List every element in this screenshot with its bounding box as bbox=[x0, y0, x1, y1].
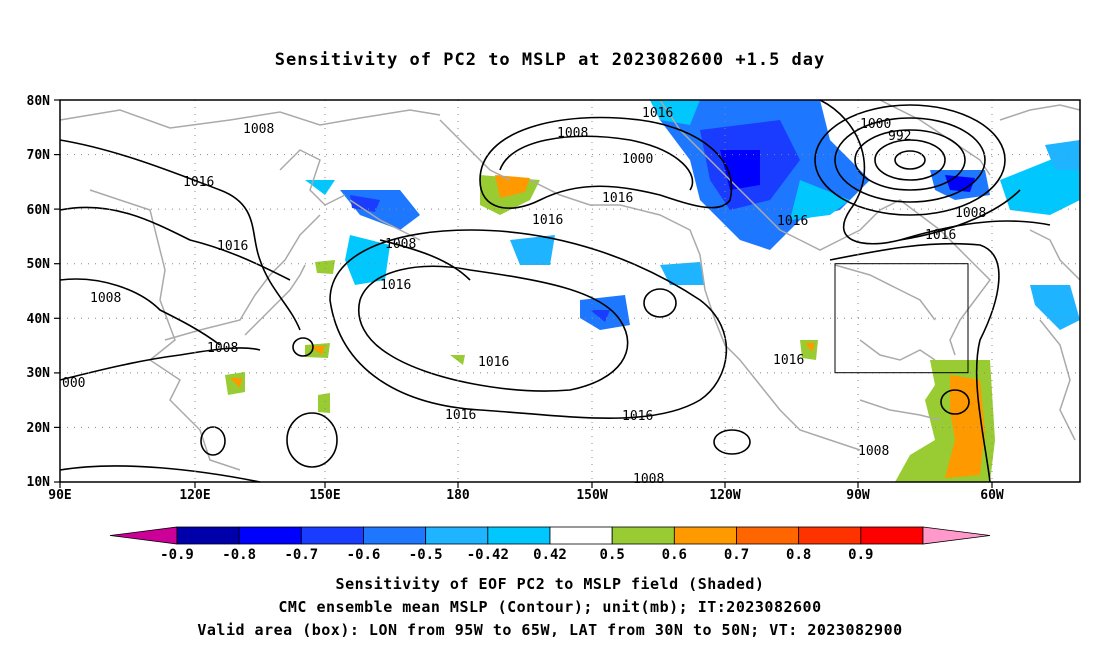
lon-tick-label: 90E bbox=[48, 488, 71, 503]
contour-label: 1008 bbox=[243, 122, 274, 137]
contour-label: 1008 bbox=[858, 444, 889, 459]
contour-labels: 1008 1016 1016 1008 1008 000 1016 1008 1… bbox=[62, 106, 986, 487]
lon-tick-label: 90W bbox=[846, 488, 870, 503]
colorbar bbox=[109, 526, 991, 545]
lon-tick-label: 120E bbox=[179, 488, 210, 503]
contour-label: 1008 bbox=[385, 237, 416, 252]
contour-label: 1016 bbox=[602, 191, 633, 206]
lat-tick-label: 40N bbox=[27, 312, 51, 327]
colorbar-labels: -0.9 -0.8 -0.7 -0.6 -0.5 -0.42 0.42 0.5 0.6 0.7 0.… bbox=[160, 547, 873, 563]
colorbar-tick-label: -0.9 bbox=[160, 547, 194, 563]
lat-tick-label: 50N bbox=[27, 257, 51, 272]
colorbar-tick-label: 0.7 bbox=[724, 547, 749, 563]
mslp-contours bbox=[59, 99, 1051, 483]
axis-ticks bbox=[54, 99, 993, 488]
map-border bbox=[59, 99, 1081, 483]
contour-label: 1016 bbox=[777, 214, 808, 229]
colorbar-tick-label: -0.7 bbox=[284, 547, 318, 563]
colorbar-bin bbox=[425, 526, 489, 545]
colorbar-arrow-low bbox=[109, 526, 178, 545]
lat-tick-label: 80N bbox=[27, 94, 51, 109]
contour-label: 1016 bbox=[445, 408, 476, 423]
contour-label: 1016 bbox=[478, 355, 509, 370]
colorbar-bin bbox=[363, 526, 427, 545]
map-title: Sensitivity of PC2 to MSLP at 2023082600… bbox=[274, 50, 826, 70]
contour-label: 1000 bbox=[622, 152, 653, 167]
contour-label: 1008 bbox=[955, 206, 986, 221]
footer-valid-area-caption: Valid area (box): LON from 95W to 65W, L… bbox=[197, 621, 903, 639]
footer-contour-caption: CMC ensemble mean MSLP (Contour); unit(m… bbox=[278, 598, 822, 616]
colorbar-tick-label: -0.5 bbox=[409, 547, 443, 563]
lon-tick-labels: 90E 120E 150E 180 150W 120W 90W 60W bbox=[48, 488, 1004, 503]
contour-label: 1008 bbox=[633, 472, 664, 487]
contour-label: 1016 bbox=[642, 106, 673, 121]
colorbar-bin bbox=[487, 526, 551, 545]
lat-tick-label: 30N bbox=[27, 366, 51, 381]
colorbar-bin bbox=[611, 526, 675, 545]
lat-tick-label: 10N bbox=[27, 475, 51, 490]
colorbar-bin bbox=[860, 526, 924, 545]
lon-tick-label: 60W bbox=[980, 488, 1004, 503]
colorbar-tick-label: 0.6 bbox=[662, 547, 687, 563]
contour-label: 1008 bbox=[557, 126, 588, 141]
colorbar-tick-label: -0.42 bbox=[467, 547, 509, 563]
contour-label: 1008 bbox=[90, 291, 121, 306]
colorbar-bin bbox=[238, 526, 302, 545]
lat-tick-label: 20N bbox=[27, 421, 51, 436]
lon-tick-label: 120W bbox=[709, 488, 740, 503]
colorbar-tick-label: -0.8 bbox=[222, 547, 256, 563]
footer-shading-caption: Sensitivity of EOF PC2 to MSLP field (Sh… bbox=[335, 575, 765, 593]
colorbar-tick-label: -0.6 bbox=[347, 547, 381, 563]
colorbar-tick-label: 0.5 bbox=[600, 547, 625, 563]
contour-label: 1016 bbox=[622, 409, 653, 424]
contour-label: 000 bbox=[62, 376, 85, 391]
colorbar-bin bbox=[736, 526, 800, 545]
colorbar-arrow-high bbox=[922, 526, 991, 545]
colorbar-bin bbox=[673, 526, 737, 545]
contour-label: 992 bbox=[888, 129, 911, 144]
contour-label: 1008 bbox=[207, 341, 238, 356]
valid-area-box bbox=[834, 263, 969, 374]
lon-tick-label: 150W bbox=[576, 488, 607, 503]
map-frame bbox=[60, 100, 1080, 482]
colorbar-bin bbox=[176, 526, 240, 545]
contour-label: 1016 bbox=[380, 278, 411, 293]
contour-label: 1016 bbox=[532, 213, 563, 228]
colorbar-tick-label: 0.42 bbox=[533, 547, 567, 563]
lat-tick-label: 70N bbox=[27, 148, 51, 163]
lon-tick-label: 180 bbox=[446, 488, 470, 503]
colorbar-bin bbox=[549, 526, 613, 545]
contour-label: 1016 bbox=[183, 175, 214, 190]
contour-label: 1016 bbox=[773, 353, 804, 368]
contour-label: 1016 bbox=[217, 239, 248, 254]
colorbar-bin bbox=[300, 526, 364, 545]
lon-tick-label: 150E bbox=[309, 488, 340, 503]
lat-tick-label: 60N bbox=[27, 203, 51, 218]
lat-tick-labels: 80N 70N 60N 50N 40N 30N 20N 10N bbox=[27, 94, 51, 490]
contour-label: 1016 bbox=[925, 228, 956, 243]
colorbar-bin bbox=[798, 526, 862, 545]
grid-lines bbox=[60, 100, 1080, 482]
colorbar-tick-label: 0.9 bbox=[848, 547, 873, 563]
contour-label: 1000 bbox=[860, 117, 891, 132]
colorbar-tick-label: 0.8 bbox=[786, 547, 811, 563]
